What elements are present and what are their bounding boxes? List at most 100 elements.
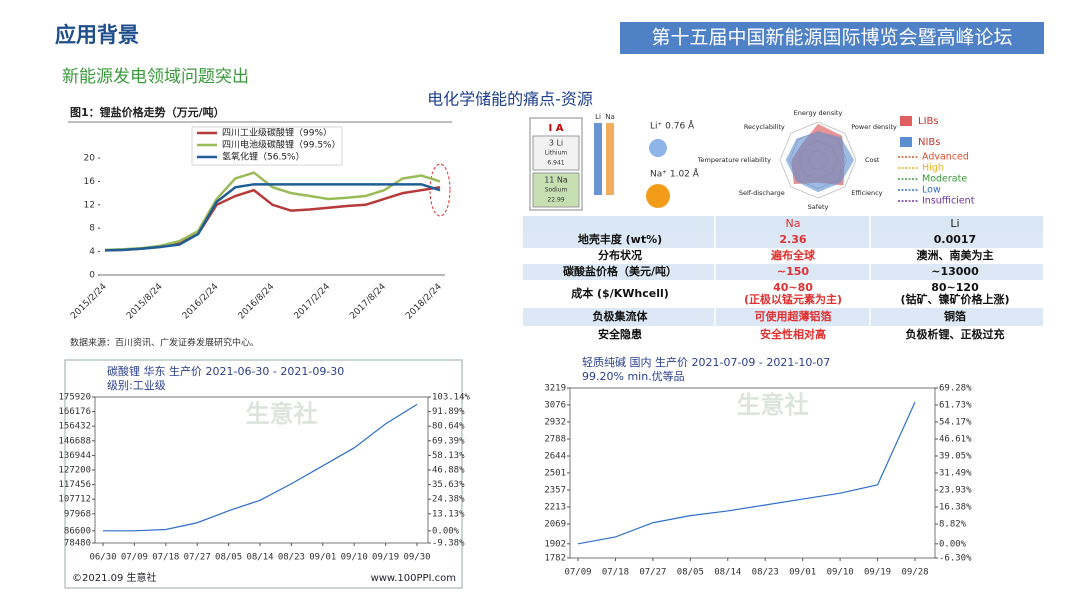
x-tick-label: 08/23: [752, 568, 779, 578]
y2-tick-label: 39.05%: [939, 451, 972, 461]
x-tick-label: 08/14: [246, 553, 273, 563]
x-tick-label: 2015/8/24: [125, 282, 165, 322]
y-tick-label: 2932: [544, 417, 566, 427]
y-tick-label: 3076: [544, 400, 566, 410]
y-tick-label: 175920: [58, 393, 91, 403]
x-tick-label: 07/18: [602, 568, 629, 578]
table-column-header: Li: [950, 217, 959, 230]
y-tick-label: 2357: [544, 485, 566, 495]
radar-axis-label: Temperature reliability: [697, 156, 771, 164]
x-tick-label: 2016/2/24: [181, 282, 221, 322]
y-tick-label: 4: [89, 247, 95, 257]
y2-tick-label: 80.64%: [432, 422, 465, 432]
legend-label: 四川工业级碳酸锂（99%）: [222, 127, 332, 139]
radar-axis-label: Safety: [808, 203, 829, 211]
y-tick-label: 2788: [544, 434, 566, 444]
table-row-bg: [523, 326, 1043, 344]
x-tick-label: 07/09: [564, 568, 591, 578]
chart-subtitle: 级别:工业级: [107, 379, 166, 392]
table-cell: (钴矿、镍矿价格上涨): [900, 292, 1009, 306]
series-line: [104, 183, 441, 252]
x-tick-label: 2016/8/24: [237, 282, 277, 322]
y2-tick-label: -9.38%: [432, 539, 465, 549]
x-tick-label: 08/05: [215, 553, 242, 563]
element-card-text: 3 Li: [549, 139, 563, 148]
x-tick-label: 06/30: [89, 553, 116, 563]
element-card-text: Lithium: [545, 150, 568, 157]
table-cell: 遍布全球: [770, 248, 816, 262]
ion-sphere: [649, 139, 667, 157]
y2-tick-label: 23.93%: [939, 486, 972, 496]
y-tick-label: 2213: [544, 503, 566, 513]
ion-sphere: [646, 184, 670, 208]
table-column-header: Na: [786, 217, 801, 230]
table-cell: 2.36: [779, 233, 806, 246]
radar-legend-label: NIBs: [918, 137, 941, 148]
table-cell: ~150: [777, 265, 810, 278]
table-cell: 铜箔: [943, 309, 966, 323]
chart-subtitle: 99.20% min.优等品: [582, 369, 685, 383]
y2-tick-label: 61.73%: [939, 400, 972, 410]
x-tick-label: 09/01: [309, 553, 336, 563]
x-tick-label: 07/27: [639, 568, 666, 578]
y-tick-label: 2501: [544, 468, 566, 478]
ion-label: Na⁺ 1.02 Å: [650, 168, 700, 180]
table-row-bg: [523, 232, 1043, 248]
radar-legend-swatch: [900, 116, 912, 126]
section-title: 电化学储能的痛点-资源: [427, 90, 593, 109]
bar-label: Na: [605, 113, 615, 121]
radar-ring: [779, 121, 857, 199]
element-card-text: 22.99: [547, 197, 564, 204]
radar-level-label: High: [922, 163, 944, 174]
y-tick-label: 146688: [58, 436, 91, 446]
y-tick-label: 16: [84, 177, 96, 187]
legend-label: 四川电池级碳酸锂（99.5%）: [222, 139, 341, 151]
y2-tick-label: 24.38%: [432, 495, 465, 505]
y2-tick-label: 31.49%: [939, 469, 972, 479]
series-line: [104, 186, 441, 252]
radar-axis-label: Cost: [865, 156, 880, 164]
x-tick-label: 09/01: [789, 568, 816, 578]
x-tick-label: 07/18: [152, 553, 179, 563]
radar-axis-label: Power density: [851, 123, 897, 131]
y-tick-label: 107712: [58, 495, 91, 505]
price-line: [577, 401, 916, 545]
ion-label: Li⁺ 0.76 Å: [650, 120, 695, 132]
table-header-bg: [523, 216, 1043, 232]
radar-axis-label: Recyclability: [744, 123, 785, 131]
y-tick-label: 3219: [544, 384, 566, 394]
y2-tick-label: 0.00%: [432, 526, 460, 536]
y-tick-label: 12: [84, 200, 95, 210]
y2-tick-label: 91.89%: [432, 407, 465, 417]
x-tick-label: 09/19: [864, 568, 891, 578]
event-title: 第十五届中国新能源国际博览会暨高峰论坛: [651, 26, 1012, 48]
y-tick-label: 2644: [544, 452, 566, 462]
table-cell: 0.0017: [934, 233, 976, 246]
chart-source: 数据来源：百川资讯、广发证券发展研究中心。: [70, 337, 259, 349]
radar-axis-label: Efficiency: [851, 189, 882, 197]
table-row-bg: [523, 308, 1043, 326]
radar-legend-label: LIBs: [918, 116, 939, 127]
y-tick-label: 20: [84, 154, 96, 164]
table-cell: 可使用超薄铝箔: [755, 309, 832, 323]
price-line: [103, 403, 418, 532]
y2-tick-label: 16.38%: [939, 502, 972, 512]
x-tick-label: 09/19: [372, 553, 399, 563]
table-cell: 澳洲、南美为主: [917, 248, 994, 262]
table-row-bg: [523, 248, 1043, 264]
y2-tick-label: -6.30%: [939, 554, 972, 564]
y-tick-label: 136944: [58, 451, 91, 461]
x-tick-label: 08/05: [677, 568, 704, 578]
event-banner: [620, 22, 1044, 54]
x-tick-label: 09/10: [341, 553, 368, 563]
y-tick-label: 8: [89, 224, 95, 234]
table-row-label: 成本 ($/KWhcell): [571, 286, 669, 300]
element-bar: [606, 123, 614, 195]
y-tick-label: 86600: [64, 526, 91, 536]
element-card: [532, 135, 580, 171]
y2-tick-label: 69.28%: [939, 384, 972, 394]
chart-footer: www.100PPI.com: [371, 573, 456, 584]
y-tick-label: 156432: [58, 422, 91, 432]
chart-title: 碳酸锂 华东 生产价 2021-06-30 - 2021-09-30: [107, 364, 344, 378]
